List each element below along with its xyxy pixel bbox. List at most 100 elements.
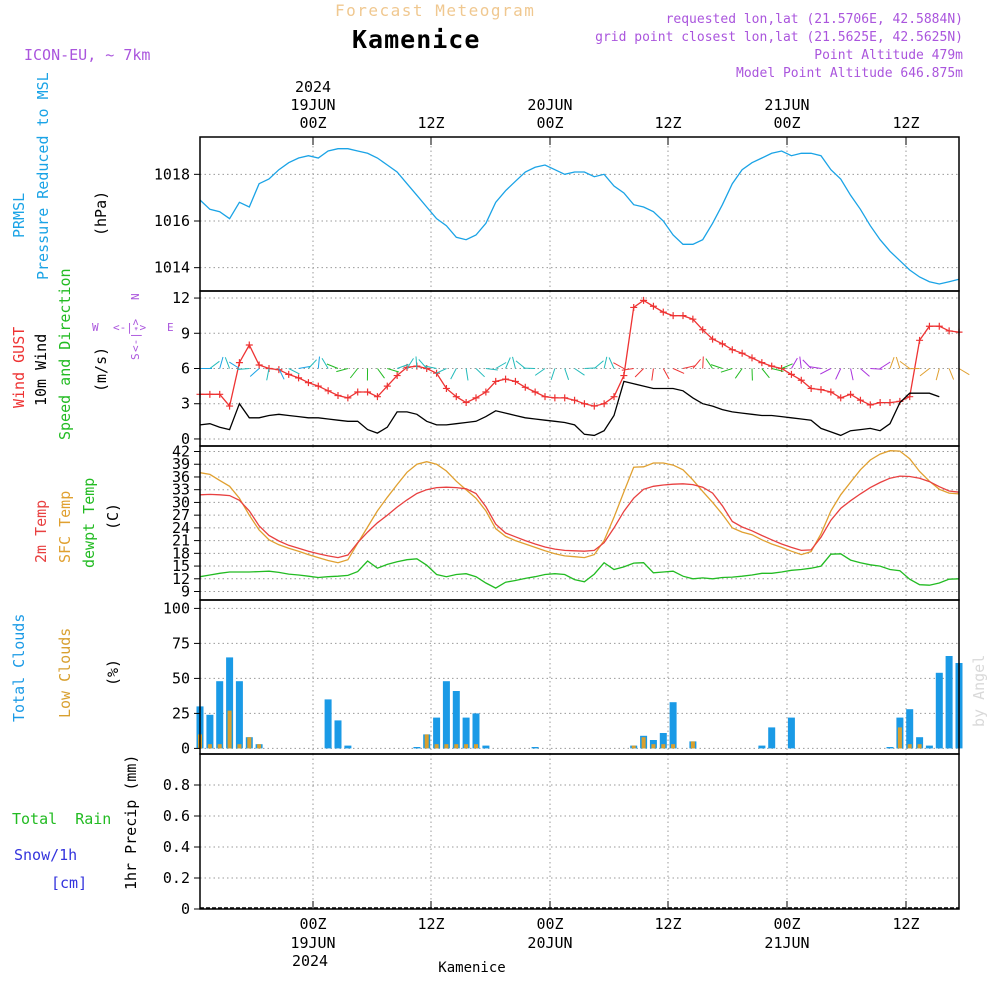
gust-marker	[502, 375, 510, 383]
bottom-tick-12z-3: 12Z	[892, 915, 919, 933]
wind-arrow	[771, 368, 784, 372]
total-cloud-bar	[216, 681, 224, 749]
top-date-19jun: 19JUN	[290, 96, 335, 114]
bottom-tick-00z-3: 00Z	[773, 915, 800, 933]
temp-ytick-label: 18	[172, 544, 190, 562]
top-tick-12z-2: 12Z	[654, 114, 681, 132]
wind-arrow	[672, 368, 685, 374]
gust-marker	[807, 384, 815, 392]
gust-marker	[304, 379, 312, 387]
wind-arrow	[485, 368, 498, 371]
gust-marker	[373, 393, 381, 401]
wind-arrow	[278, 368, 285, 380]
total-cloud-bar	[235, 681, 243, 749]
precip-ylabel: 1hr Precip (mm)	[122, 755, 140, 890]
wind-arrow	[321, 357, 329, 369]
wind-arrow	[266, 368, 270, 381]
wind-ytick-label: 6	[181, 360, 190, 378]
gust-marker	[916, 336, 924, 344]
gust-marker	[393, 372, 401, 380]
total-cloud-bar	[462, 717, 470, 749]
wind-arrow	[317, 356, 320, 369]
panel-frame	[199, 753, 960, 910]
gust-marker	[945, 327, 953, 335]
wind-arrow	[710, 364, 723, 369]
wind-arrow	[406, 358, 414, 369]
gust-marker	[758, 359, 766, 367]
wind-arrow	[879, 361, 891, 369]
temp-ytick-label: 42	[172, 443, 190, 461]
temp-2m-label: 2m Temp	[32, 500, 50, 563]
station-title: Kamenice	[352, 25, 480, 54]
bottom-station: Kamenice	[438, 960, 505, 976]
low-cloud-bar	[227, 710, 232, 749]
gust-marker	[748, 354, 756, 362]
gust-marker	[659, 308, 667, 316]
gust-marker	[295, 374, 303, 382]
total-cloud-bar	[433, 717, 441, 749]
gust-marker	[610, 393, 618, 401]
gust-marker	[620, 372, 628, 380]
gust-marker	[245, 341, 253, 349]
total-cloud-bar	[916, 737, 924, 749]
temp-ytick-label: 15	[172, 557, 190, 575]
compass-n: N	[129, 293, 142, 300]
gust-marker	[364, 388, 372, 396]
panel-frames	[194, 136, 960, 910]
total-cloud-bar	[226, 657, 234, 749]
wind-arrow	[574, 368, 585, 376]
gust-marker	[906, 393, 914, 401]
total-cloud-bar	[442, 681, 450, 749]
bottom-tick-00z-1: 00Z	[299, 915, 326, 933]
pressure-ytick-label: 1014	[154, 259, 190, 277]
gust-marker	[216, 390, 224, 398]
gust-marker	[235, 359, 243, 367]
bottom-tick-00z-2: 00Z	[536, 915, 563, 933]
temp-unit: (C)	[104, 503, 122, 530]
gust-marker	[689, 315, 697, 323]
cloud-ytick-label: 75	[172, 634, 190, 652]
bottom-year: 2024	[292, 952, 328, 970]
total-cloud-bar	[413, 747, 421, 749]
temp-ytick-label: 36	[172, 468, 190, 486]
gust-marker	[649, 302, 657, 310]
low-cloud-bar	[661, 744, 666, 749]
top-tick-00z-2: 00Z	[536, 114, 563, 132]
wind-ytick-label: 12	[172, 289, 190, 307]
wind-arrow	[377, 368, 385, 379]
wind-arrow	[465, 368, 469, 381]
gust-marker	[511, 377, 519, 385]
wind-arrow	[634, 368, 644, 378]
model-altitude: Model Point Altitude 646.875m	[736, 66, 963, 81]
gust-marker	[571, 396, 579, 404]
y-tick-labels: 1014101610180369129121518212427303336394…	[154, 165, 190, 918]
total-cloud-bar	[344, 745, 352, 749]
precip-ytick-label: 0.4	[163, 838, 190, 856]
top-tick-12z-3: 12Z	[892, 114, 919, 132]
wind-line	[199, 380, 940, 437]
wind-arrow	[870, 368, 883, 370]
wind-ytick-label: 0	[181, 430, 190, 448]
wind-arrow	[505, 357, 511, 369]
gust-marker	[226, 402, 234, 410]
gust-line	[200, 299, 960, 408]
bottom-axis: 00Z 12Z 00Z 12Z 00Z 12Z 19JUN 20JUN 21JU…	[290, 915, 919, 976]
wind-arrow	[237, 368, 250, 370]
wind-arrow	[515, 360, 526, 369]
plot-marks	[196, 148, 970, 909]
total-cloud-bar	[531, 747, 539, 749]
wind-arrow	[229, 361, 240, 369]
pressure-line	[199, 148, 960, 285]
compass-w: W	[92, 321, 99, 334]
wind-arrow	[919, 368, 930, 377]
total-cloud-bar	[669, 702, 677, 749]
temp-ytick-label: 9	[181, 583, 190, 601]
low-cloud-bar	[237, 744, 242, 749]
gust-marker	[876, 399, 884, 407]
wind-ytick-label: 3	[181, 395, 190, 413]
temp-sfc-label: SFC Temp	[56, 491, 74, 563]
low-cloud-bar	[217, 744, 222, 749]
low-cloud-bar	[207, 744, 212, 749]
cloud-ytick-label: 25	[172, 704, 190, 722]
gust-marker	[541, 393, 549, 401]
